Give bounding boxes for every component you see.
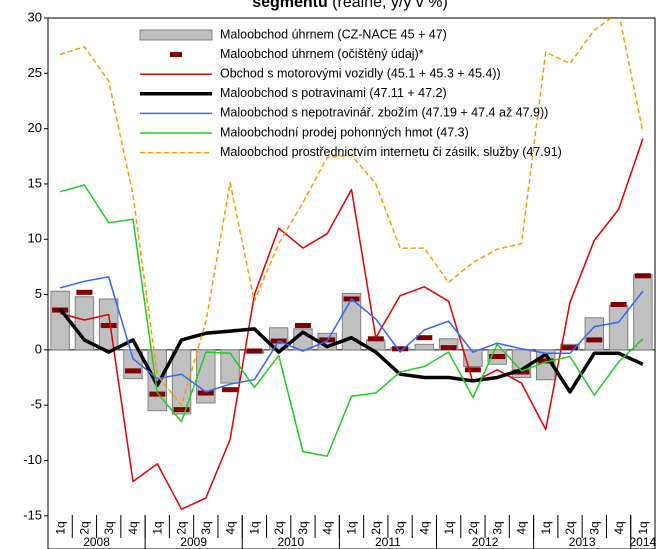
x-tick-label: 1q [345,521,359,534]
series-line [59,276,644,393]
legend-label: Maloobchodní prodej pohonných hmot (47.3… [220,125,469,139]
x-tick-label: 2q [369,521,383,534]
series-line [58,307,644,394]
marker [124,368,141,374]
marker [464,367,481,373]
x-tick-label: 3q [490,521,504,534]
legend-label: Obchod s motorovými vozidly (45.1 + 45.3… [220,66,501,80]
marker [149,391,166,397]
x-tick-label: 1q [53,521,67,534]
year-label: 2012 [472,535,499,549]
bar [50,290,70,351]
marker [562,345,579,351]
bar [633,274,653,351]
x-tick-label: 4q [320,521,334,534]
legend-label: Maloobchod úhrnem (očištěný údaj)* [220,47,424,61]
marker [537,358,554,364]
legend-label: Maloobchod prostřednictvím internetu či … [220,145,562,159]
y-tick-label: 25 [28,65,42,80]
plot-area [50,18,653,510]
series-line [59,184,644,457]
y-tick-label: 20 [28,120,42,135]
x-tick-label: 2q [466,521,480,534]
marker [586,337,603,343]
marker [197,390,214,396]
title-main: segmentu [252,0,328,11]
y-tick-label: 30 [28,9,42,24]
marker [634,273,651,279]
marker [610,302,627,308]
y-tick-label: 10 [28,231,42,246]
marker [367,336,384,342]
x-tick-label: 1q [539,521,553,534]
y-tick-label: -10 [23,452,42,467]
legend-label: Maloobchod s nepotravinář. zbožím (47.19… [220,106,548,120]
y-tick-label: 15 [28,175,42,190]
x-tick-label: 2q [175,521,189,534]
y-tick-label: 0 [35,341,42,356]
x-tick-label: 3q [393,521,407,534]
x-tick-label: 4q [612,521,626,534]
x-tick-label: 1q [150,521,164,534]
chart-title: segmentu (reálně, y/y v %) [252,0,448,11]
title-sub: (reálně, y/y v %) [332,0,448,11]
x-tick-label: 4q [515,521,529,534]
marker [392,346,409,352]
legend-swatch [170,52,182,58]
series-line [59,138,644,510]
series-line [59,18,644,406]
x-tick-label: 3q [199,521,213,534]
y-tick-label: -5 [30,397,42,412]
y-tick-label: 5 [35,286,42,301]
x-tick-label: 1q [636,521,650,534]
bar [414,343,435,351]
x-tick-label: 4q [418,521,432,534]
x-tick-label: 3q [296,521,310,534]
year-label: 2011 [375,535,401,549]
y-tick-label: -15 [23,507,42,522]
bar [171,349,192,415]
marker [513,369,530,375]
x-tick-label: 2q [78,521,92,534]
x-tick-label: 3q [587,521,601,534]
marker [246,348,263,354]
bar [463,349,483,367]
x-tick-label: 3q [102,521,116,534]
x-tick-label: 4q [126,521,140,534]
marker [173,407,190,413]
legend-swatch [139,29,213,41]
year-label: 2013 [569,535,596,549]
x-tick-label: 4q [223,521,237,534]
bar [220,349,240,384]
legend-label: Maloobchod s potravinami (47.11 + 47.2) [220,86,447,100]
marker [222,387,239,393]
x-tick-label: 2q [272,521,286,534]
legend-label: Maloobchod úhrnem (CZ-NACE 45 + 47) [220,27,447,41]
x-tick-label: 2q [563,521,577,534]
x-tick-label: 1q [442,521,456,534]
marker [489,354,506,360]
x-tick-label: 1q [248,521,262,534]
year-label: 2014 [630,535,657,549]
year-label: 2009 [180,535,207,549]
plot-frame [47,17,656,549]
marker [100,323,117,329]
marker [76,289,93,295]
year-label: 2008 [83,535,110,549]
marker [294,323,311,329]
year-label: 2010 [277,535,304,549]
marker [416,335,433,341]
marker [440,345,457,351]
bar [608,305,629,351]
